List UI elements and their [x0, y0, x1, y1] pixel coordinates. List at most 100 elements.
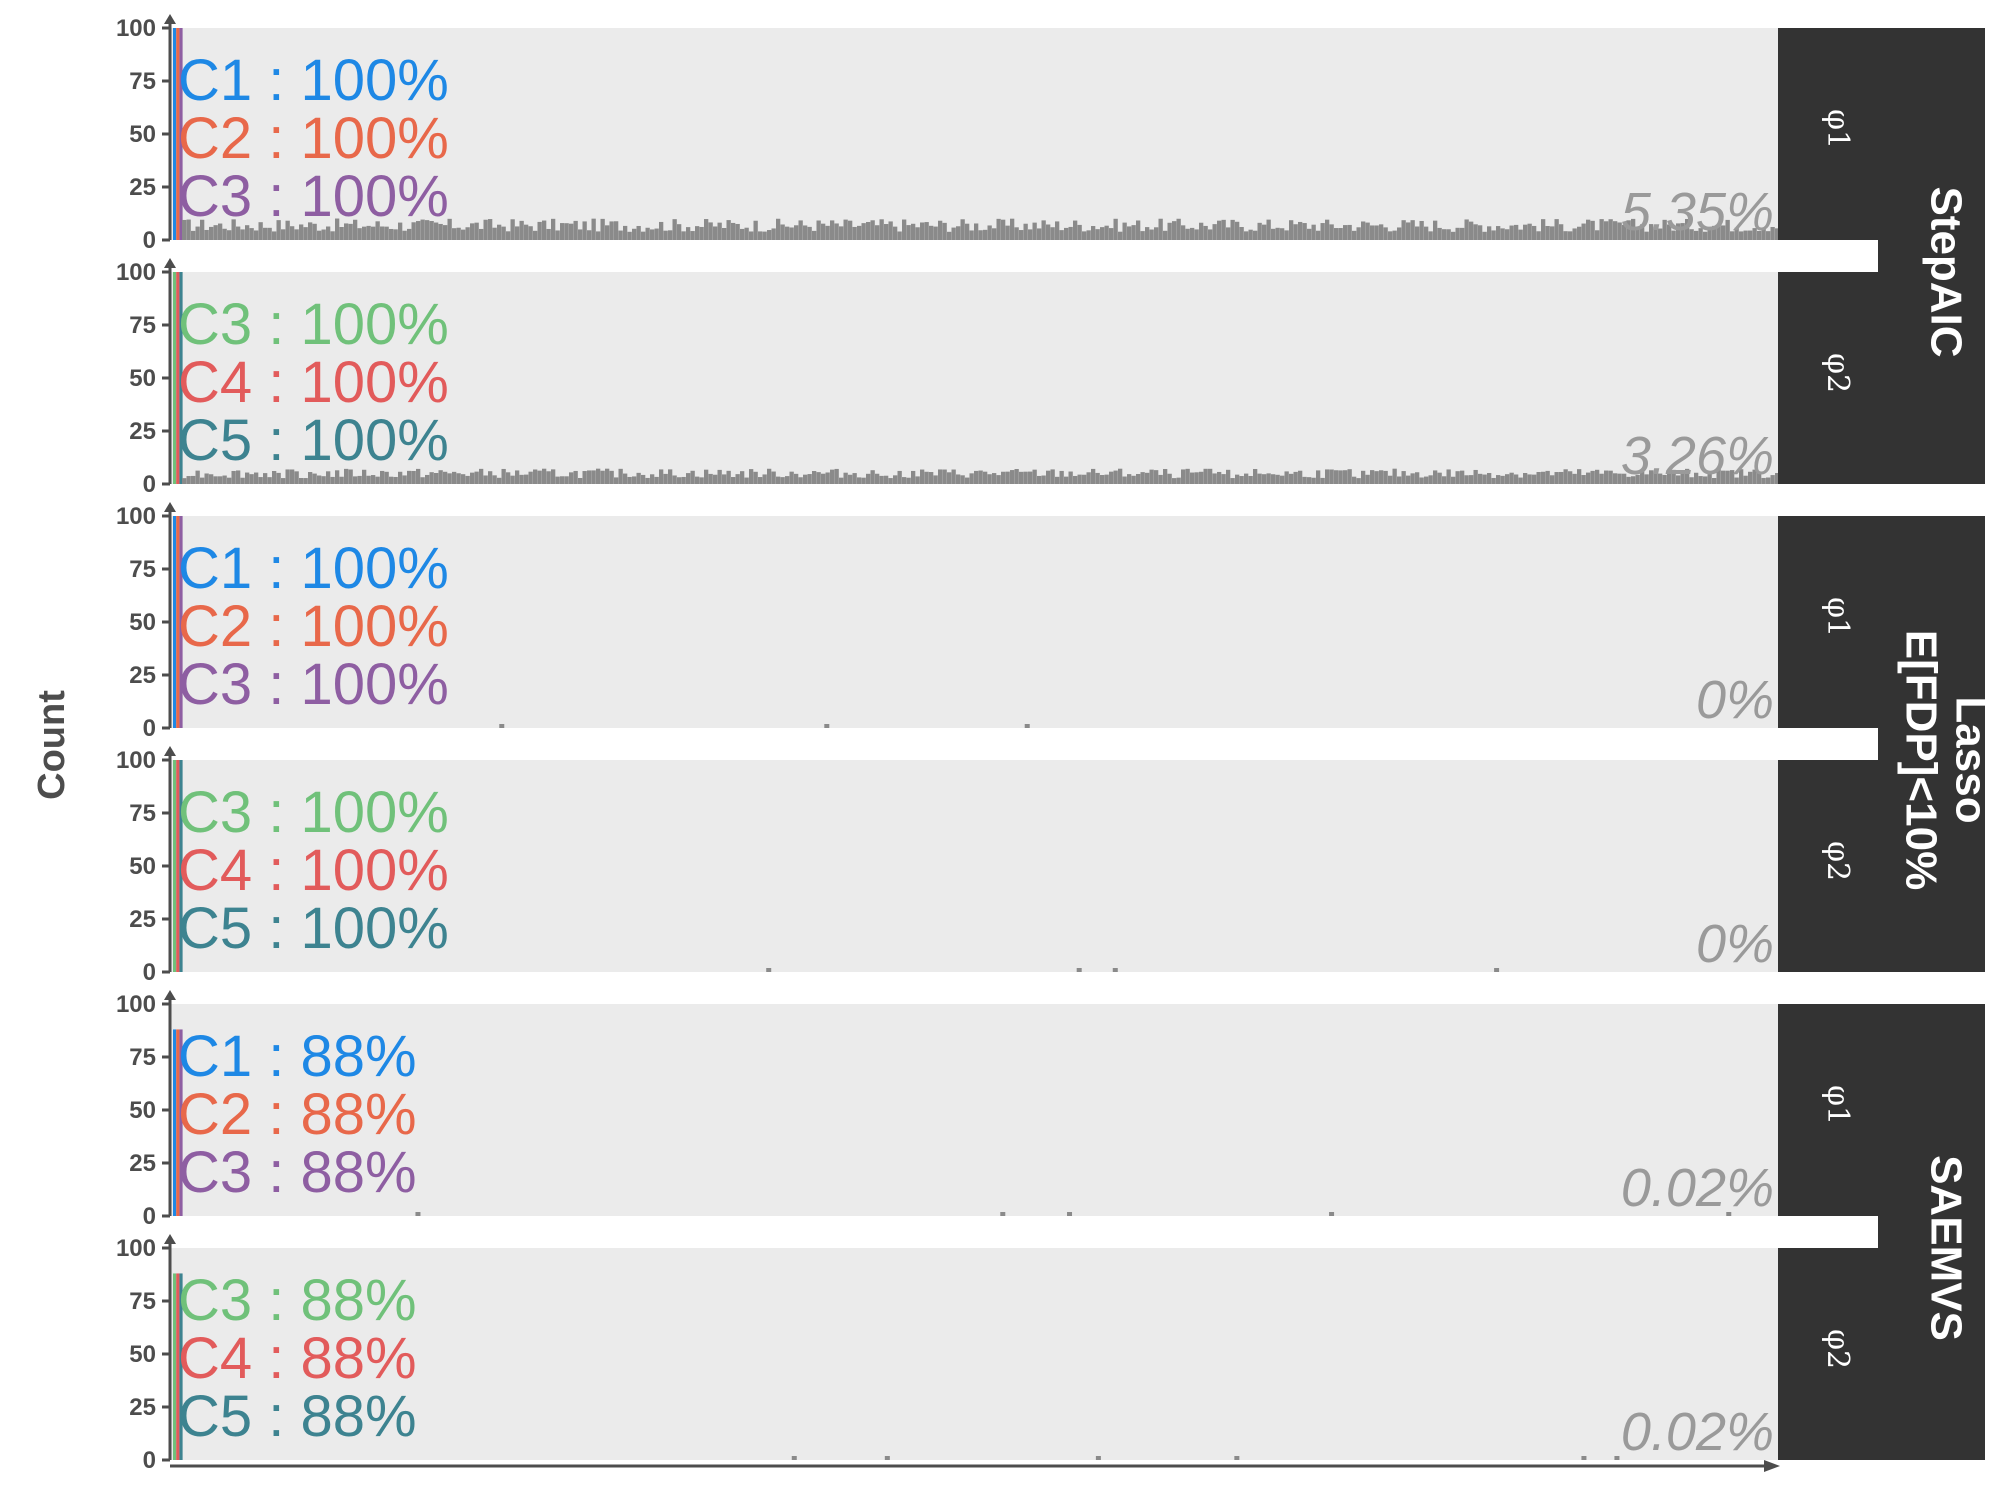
noise-bar: [1086, 230, 1091, 240]
noise-bar: [1451, 476, 1456, 484]
noise-bar: [1716, 469, 1721, 484]
noise-bar: [1302, 476, 1307, 484]
noise-bar: [1208, 468, 1213, 484]
noise-bar: [344, 468, 349, 484]
noise-bar: [1644, 231, 1649, 240]
noise-bar: [1464, 475, 1469, 484]
noise-bar: [294, 229, 299, 240]
noise-bar: [420, 219, 425, 240]
noise-bar: [1563, 231, 1568, 240]
noise-bar: [956, 226, 961, 240]
noise-bar: [1325, 469, 1330, 484]
noise-bar: [1433, 470, 1438, 484]
noise-bar: [285, 469, 290, 484]
noise-bar: [632, 228, 637, 240]
noise-bar: [780, 224, 785, 240]
noise-bar: [1320, 223, 1325, 240]
noise-bar: [587, 470, 592, 484]
noise-bar: [1190, 227, 1195, 240]
noise-bar: [1095, 472, 1100, 484]
noise-bar: [1455, 227, 1460, 240]
noise-bar: [434, 222, 439, 240]
noise-bar: [1577, 469, 1582, 484]
y-axis-arrow: [164, 990, 176, 1000]
noise-bar: [195, 226, 200, 240]
noise-bar: [1064, 227, 1069, 240]
noise-bar: [1563, 469, 1568, 484]
noise-bar: [717, 469, 722, 484]
method-strip-background: [1878, 1004, 1985, 1460]
noise-bar: [447, 473, 452, 484]
noise-bar: [1581, 223, 1586, 240]
noise-bar: [731, 477, 736, 484]
noise-bar: [965, 223, 970, 240]
noise-bar: [672, 475, 677, 484]
noise-bar: [393, 476, 398, 484]
noise-bar: [929, 472, 934, 484]
noise-bar: [735, 474, 740, 484]
noise-bar: [1253, 230, 1258, 240]
noise-bar: [668, 230, 673, 240]
noise-bar: [1671, 469, 1676, 484]
noise-bar: [443, 471, 448, 484]
noise-bar: [1019, 471, 1024, 484]
noise-bar: [186, 476, 191, 484]
noise-bar: [330, 231, 335, 240]
noise-bar: [1311, 477, 1316, 484]
noise-bar: [1518, 229, 1523, 240]
noise-bar: [1010, 218, 1015, 240]
noise-bar: [209, 474, 214, 484]
y-tick-label: 100: [116, 991, 156, 1018]
noise-bar: [1082, 231, 1087, 240]
selection-rate-label: C4 : 100%: [178, 838, 449, 903]
noise-bar: [978, 230, 983, 240]
noise-bar: [218, 476, 223, 484]
noise-bar: [695, 476, 700, 484]
noise-bar: [780, 477, 785, 484]
noise-bar: [897, 470, 902, 484]
noise-bar: [389, 476, 394, 484]
noise-bar: [299, 477, 304, 484]
noise-bar: [200, 219, 205, 240]
noise-bar: [690, 470, 695, 484]
noise-bar: [1023, 471, 1028, 484]
noise-bar: [420, 477, 425, 484]
noise-bar: [1010, 470, 1015, 484]
noise-bar: [1460, 470, 1465, 484]
noise-bar: [789, 471, 794, 484]
noise-bar: [1518, 477, 1523, 484]
noise-bar: [938, 220, 943, 240]
noise-bar: [1406, 475, 1411, 484]
noise-bar: [870, 220, 875, 240]
noise-bar: [618, 230, 623, 240]
noise-bar: [791, 1456, 797, 1460]
y-tick-label: 50: [129, 1097, 156, 1124]
noise-bar: [533, 230, 538, 240]
noise-bar: [1091, 226, 1096, 240]
noise-bar: [587, 230, 592, 240]
noise-bar: [1572, 228, 1577, 240]
noise-bar: [1739, 469, 1744, 484]
noise-bar: [1253, 468, 1258, 484]
false-selection-rate: 0.02%: [1621, 1158, 1774, 1218]
noise-bar: [551, 218, 556, 240]
noise-bar: [933, 226, 938, 240]
noise-bar: [1482, 474, 1487, 484]
noise-bar: [1694, 230, 1699, 240]
noise-bar: [1041, 220, 1046, 240]
noise-bar: [429, 221, 434, 240]
noise-bar: [249, 474, 254, 484]
parameter-label: φ2: [1820, 1329, 1855, 1369]
noise-bar: [1329, 1212, 1335, 1216]
noise-bar: [317, 475, 322, 484]
noise-bar: [389, 228, 394, 240]
noise-bar: [1482, 231, 1487, 240]
noise-bar: [1775, 473, 1780, 484]
noise-bar: [947, 472, 952, 484]
noise-bar: [753, 471, 758, 484]
noise-bar: [353, 219, 358, 240]
bar-C4: [176, 760, 180, 972]
noise-bar: [231, 219, 236, 240]
noise-bar: [1505, 229, 1510, 240]
selection-rate-label: C3 : 88%: [178, 1140, 417, 1205]
